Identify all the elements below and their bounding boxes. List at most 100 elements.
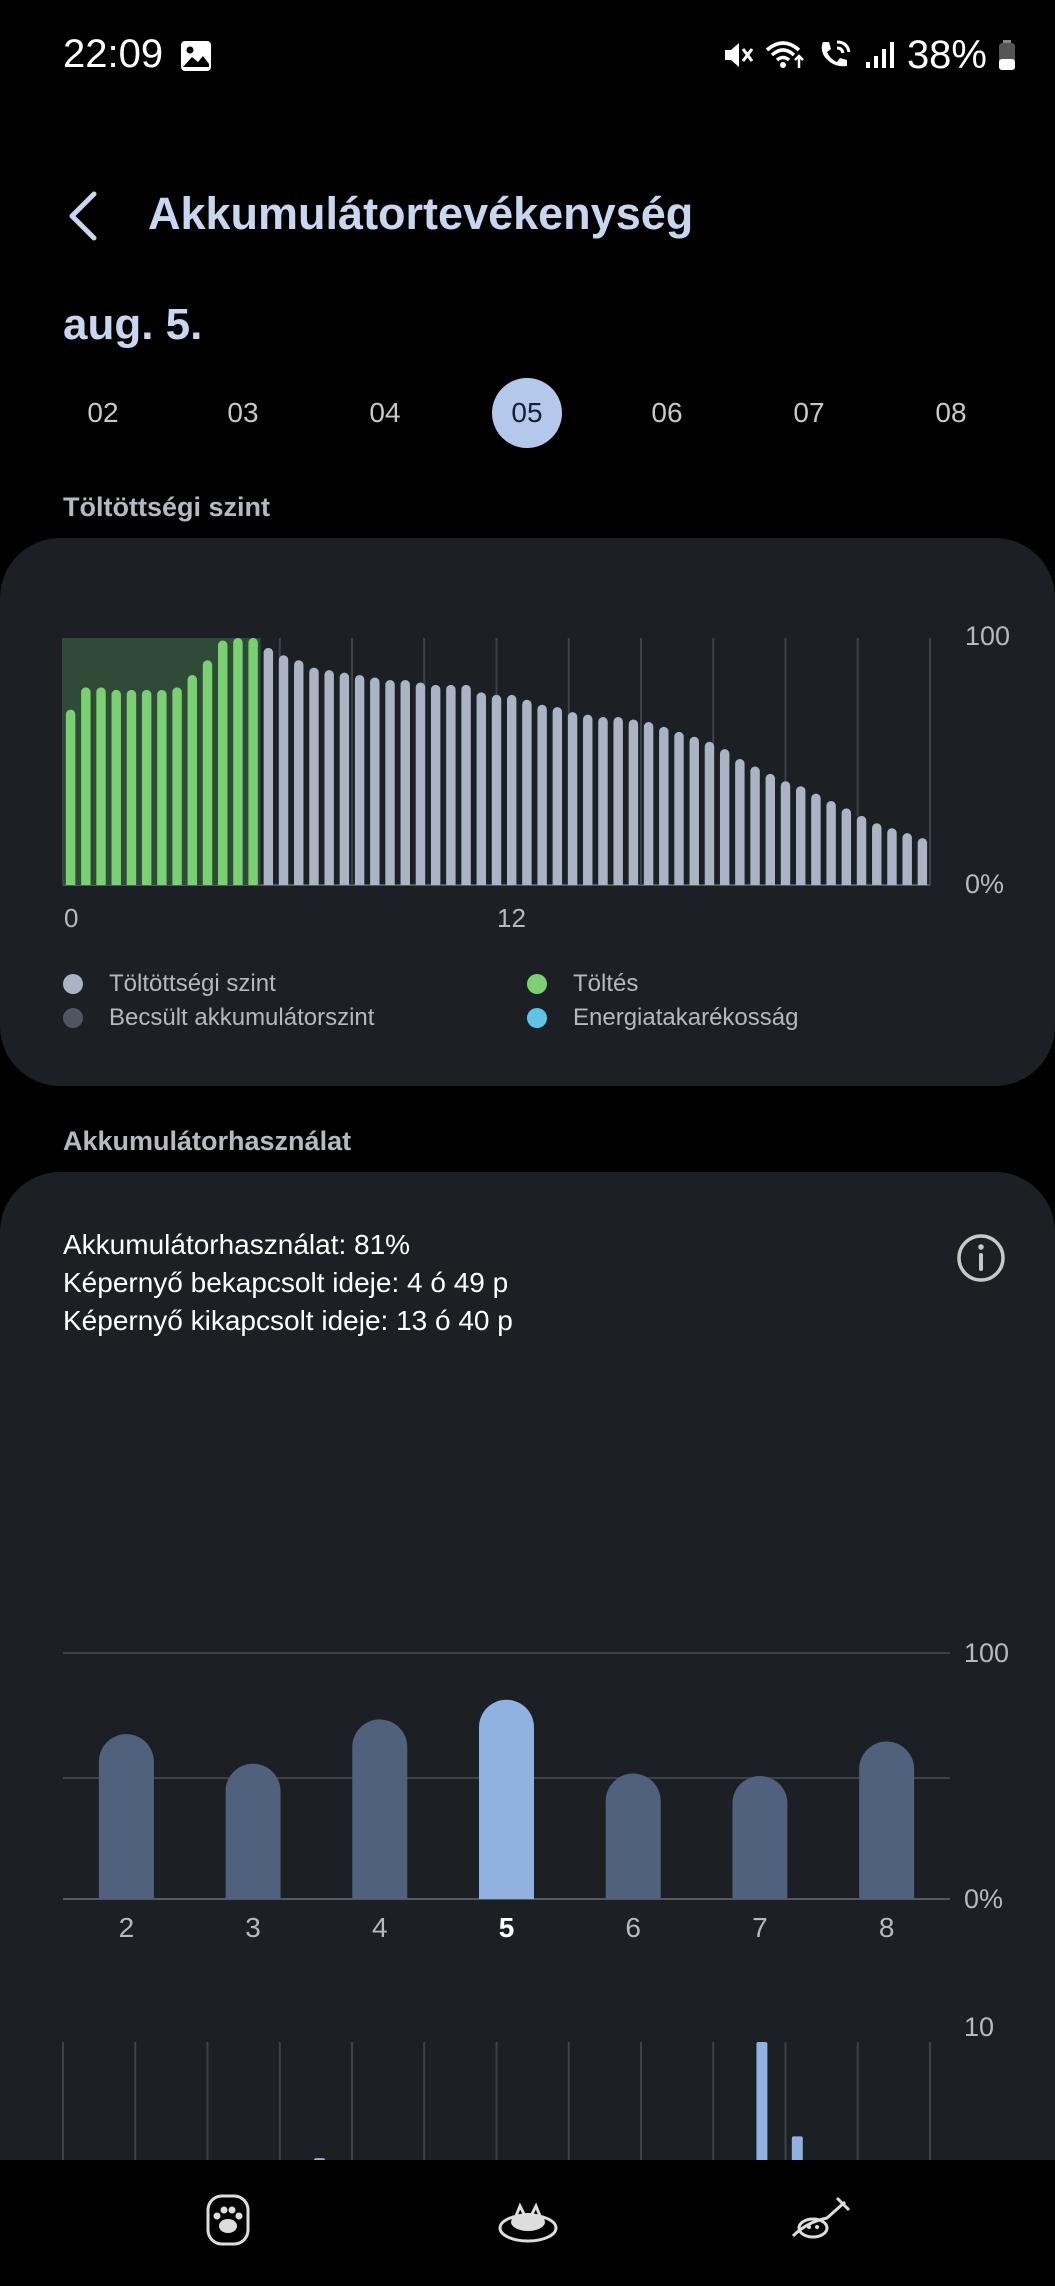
charge-level-bar (415, 682, 426, 885)
charge-level-bar (811, 793, 821, 885)
app-header: Akkumulátortevékenység (0, 170, 1055, 260)
screen-on-time-text: Képernyő bekapcsolt ideje: 4 ó 49 p (63, 1267, 509, 1298)
charge-legend: Töltöttségi szint Töltés Becsült akkumul… (63, 970, 1003, 1040)
charge-level-bar (263, 647, 274, 885)
day-bar (732, 1776, 788, 1899)
charge-level-bar (491, 694, 502, 885)
charge-level-bar (613, 717, 623, 885)
day-category-label: 2 (119, 1912, 135, 1943)
back-button[interactable] (52, 180, 122, 250)
y-tick-label: 0% (964, 1884, 1003, 1914)
day-item[interactable]: 02 (87, 397, 119, 428)
legend-dot (527, 1008, 547, 1028)
status-bar: 22:09 38% (0, 0, 1055, 110)
day-bar (605, 1773, 661, 1899)
charge-level-bar (765, 773, 776, 885)
charge-level-bar (583, 714, 593, 885)
day-category-label: 5 (499, 1912, 515, 1943)
charge-level-bar (887, 828, 897, 885)
charge-level-bar (704, 741, 715, 885)
charging-bar (233, 638, 243, 885)
charge-level-bar (354, 675, 365, 885)
battery-percent: 38% (906, 32, 987, 77)
charging-bar (202, 660, 213, 885)
daily-usage-chart[interactable]: 100 0% 2 3 4 5 6 7 8 (0, 1432, 1055, 1943)
charge-level-bar (430, 684, 441, 885)
legend-dot (63, 974, 83, 994)
cat-bed-icon (496, 2192, 560, 2253)
day-bar (98, 1734, 154, 1899)
usage-percent-text: Akkumulátorhasználat: 81% (63, 1229, 411, 1260)
usage-section-label: Akkumulátorhasználat (63, 1126, 352, 1156)
charge-level-bar (385, 680, 395, 885)
charge-level-bar (537, 704, 547, 885)
charge-level-bar (735, 759, 745, 885)
charge-level-bar (826, 801, 836, 885)
cat-toy-icon (787, 2192, 857, 2253)
charging-bar (65, 709, 76, 885)
charge-level-bar (598, 717, 608, 885)
legend-item: Töltöttségi szint (63, 970, 276, 998)
day-bar (225, 1763, 281, 1899)
charge-level-bar (659, 726, 669, 885)
charge-level-bar (506, 694, 517, 885)
charging-bar (81, 687, 91, 885)
charging-bar (111, 689, 121, 885)
charge-level-bar (294, 660, 304, 885)
date-label: aug. 5. (63, 300, 203, 349)
day-item[interactable]: 07 (793, 397, 825, 428)
nav-button-home[interactable] (488, 2182, 568, 2262)
status-time: 22:09 (63, 32, 164, 76)
charge-level-bar (643, 721, 654, 885)
legend-dot (527, 974, 547, 994)
charging-bar (187, 675, 198, 885)
day-bar (859, 1741, 915, 1899)
legend-label: Töltöttségi szint (109, 970, 276, 997)
mute-icon (721, 38, 755, 72)
charge-level-bar (872, 823, 882, 885)
selected-day-bar (479, 1699, 534, 1899)
info-button[interactable] (955, 1232, 1007, 1284)
charging-bar (217, 640, 228, 885)
charge-level-bar (476, 692, 487, 885)
x-tick-label: 12 (497, 903, 526, 933)
back-arrow-icon (52, 191, 122, 254)
page-title: Akkumulátortevékenység (148, 188, 694, 239)
day-item[interactable]: 08 (935, 397, 967, 428)
nav-button-paw[interactable] (188, 2182, 268, 2262)
day-bar (352, 1719, 408, 1899)
screen-off-time-text: Képernyő kikapcsolt ideje: 13 ó 40 p (63, 1305, 513, 1336)
charge-level-bar (689, 736, 699, 885)
charge-level-bar (324, 670, 334, 885)
y-tick-label: 100 (965, 621, 1010, 651)
day-category-label: 3 (245, 1912, 261, 1943)
charging-bar (96, 687, 106, 885)
charging-bar (248, 638, 258, 885)
charge-level-bar (400, 679, 410, 885)
charge-level-bar (750, 766, 760, 885)
legend-label: Becsült akkumulátorszint (109, 1004, 375, 1031)
paw-icon (200, 2192, 256, 2253)
day-selector: 02 03 04 05 06 07 08 (0, 378, 1055, 448)
status-icons: 38% (721, 30, 1017, 80)
bottom-nav-bar (0, 2160, 1055, 2286)
day-item[interactable]: 03 (227, 397, 259, 428)
day-item[interactable]: 06 (651, 397, 683, 428)
y-tick-label: 10 (964, 2012, 994, 2042)
hourly-usage-chart[interactable]: 10 0% 0 12 (0, 1852, 1055, 2284)
charge-level-bar (917, 838, 928, 885)
day-item[interactable]: 04 (369, 397, 401, 428)
legend-item: Becsült akkumulátorszint (63, 1004, 374, 1032)
charging-bar (126, 689, 137, 885)
day-item-selected[interactable]: 05 (492, 378, 562, 448)
day-category-label: 7 (752, 1912, 768, 1943)
charge-level-chart[interactable]: 100 0% 0 12 (0, 538, 1055, 958)
x-tick-label: 0 (64, 903, 78, 933)
legend-dot (63, 1008, 83, 1028)
legend-item: Energiatakarékosság (527, 1004, 798, 1032)
y-tick-label: 100 (964, 1638, 1009, 1668)
charge-level-bar (841, 808, 852, 885)
day-category-label: 6 (625, 1912, 641, 1943)
charge-level-bar (446, 684, 456, 885)
nav-button-back[interactable] (782, 2182, 862, 2262)
